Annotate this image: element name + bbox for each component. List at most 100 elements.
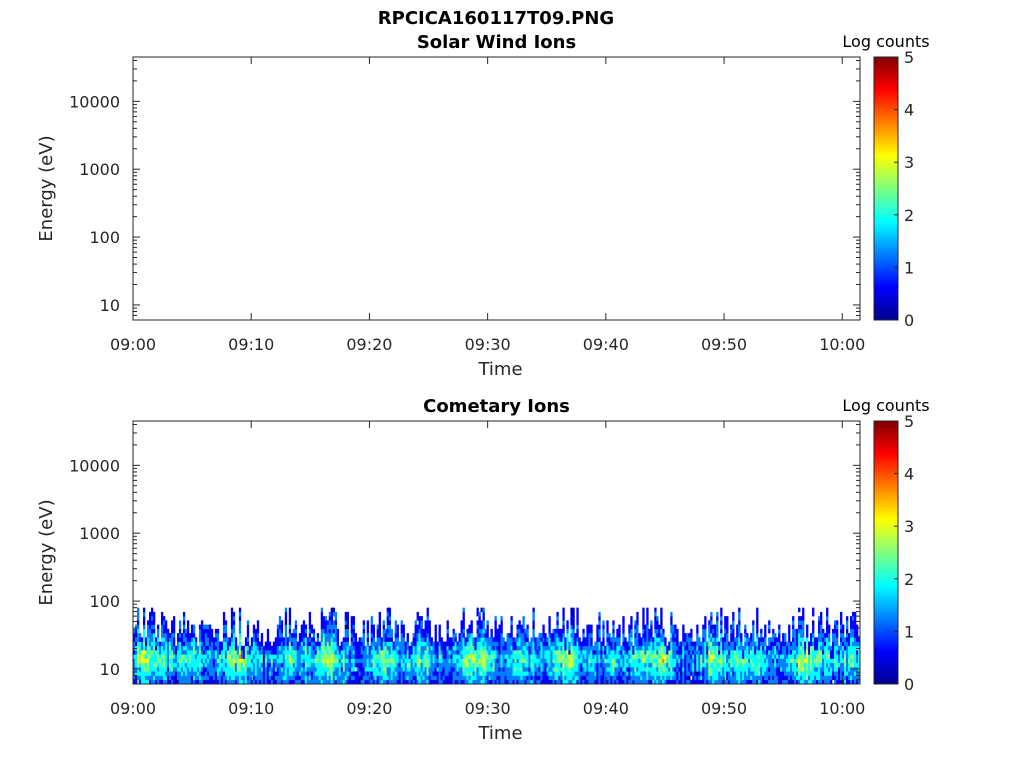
spectrogram-cell	[470, 645, 473, 651]
spectrogram-cell	[544, 641, 547, 647]
spectrogram-cell	[788, 650, 791, 655]
spectrogram-cell	[334, 658, 338, 664]
spectrogram-cell	[728, 641, 731, 647]
spectrogram-cell	[642, 645, 645, 651]
spectrogram-cell	[706, 654, 709, 659]
spectrogram-cell	[582, 637, 585, 642]
spectrogram-cell	[724, 679, 727, 685]
spectrogram-cell	[156, 675, 160, 681]
spectrogram-cell	[814, 675, 817, 681]
spectrogram-cell	[404, 675, 407, 681]
spectrogram-cell	[182, 620, 186, 625]
spectrogram-cell	[312, 637, 316, 642]
spectrogram-cell	[846, 645, 849, 651]
spectrogram-cell	[848, 633, 851, 638]
spectrogram-cell	[642, 671, 645, 676]
spectrogram-cell	[570, 667, 573, 672]
spectrogram-cell	[332, 633, 336, 638]
spectrogram-cell	[610, 641, 613, 647]
spectrogram-cell	[850, 679, 853, 685]
spectrogram-cell	[840, 650, 843, 655]
spectrogram-cell	[148, 675, 152, 681]
spectrogram-cell	[754, 671, 757, 676]
spectrogram-cell	[178, 662, 182, 668]
spectrogram-cell	[758, 637, 761, 642]
spectrogram-cell	[558, 641, 561, 647]
spectrogram-cell	[748, 650, 751, 655]
spectrogram-cell	[590, 645, 593, 651]
spectrogram-cell	[314, 667, 318, 672]
spectrogram-cell	[133, 658, 136, 664]
spectrogram-cell	[496, 650, 499, 655]
spectrogram-cell	[670, 671, 673, 676]
spectrogram-cell	[562, 607, 565, 613]
spectrogram-cell	[232, 637, 236, 642]
spectrogram-cell	[416, 679, 419, 685]
spectrogram-cell	[166, 671, 170, 676]
spectrogram-cell	[746, 654, 749, 659]
spectrogram-cell	[554, 679, 557, 685]
spectrogram-cell	[152, 654, 156, 659]
spectrogram-cell	[838, 679, 841, 685]
spectrogram-cell	[642, 616, 645, 621]
spectrogram-cell	[570, 675, 573, 681]
spectrogram-cell	[276, 645, 280, 651]
spectrogram-cell	[332, 611, 336, 617]
spectrogram-cell	[230, 675, 234, 681]
spectrogram-cell	[496, 675, 499, 681]
spectrogram-cell	[854, 645, 857, 651]
spectrogram-cell	[486, 671, 489, 676]
spectrogram-cell	[180, 658, 184, 664]
spectrogram-cell	[250, 645, 254, 651]
spectrogram-cell	[312, 679, 316, 685]
spectrogram-cell	[816, 641, 819, 647]
spectrogram-cell	[660, 667, 663, 672]
spectrogram-cell	[550, 675, 553, 681]
spectrogram-cell	[570, 607, 573, 613]
spectrogram-cell	[152, 641, 156, 647]
spectrogram-cell	[578, 675, 581, 681]
spectrogram-cell	[266, 675, 270, 681]
spectrogram-cell	[548, 650, 551, 655]
spectrogram-cell	[808, 650, 811, 655]
spectrogram-cell	[264, 662, 268, 668]
spectrogram-cell	[522, 633, 525, 638]
spectrogram-cell	[378, 624, 381, 630]
spectrogram-cell	[846, 654, 849, 659]
spectrogram-cell	[696, 628, 699, 634]
spectrogram-cell	[702, 667, 705, 672]
spectrogram-cell	[630, 658, 633, 664]
spectrogram-cell	[232, 616, 236, 621]
spectrogram-cell	[514, 645, 517, 651]
spectrogram-cell	[852, 628, 855, 634]
spectrogram-cell	[568, 679, 571, 685]
spectrogram-cell	[834, 658, 837, 664]
spectrogram-cell	[292, 641, 296, 647]
spectrogram-cell	[824, 633, 827, 638]
spectrogram-cell	[492, 637, 495, 642]
spectrogram-cell	[400, 620, 403, 625]
spectrogram-cell	[838, 654, 841, 659]
spectrogram-cell	[294, 662, 298, 668]
spectrogram-cell	[704, 628, 707, 634]
spectrogram-cell	[162, 667, 166, 672]
spectrogram-cell	[288, 620, 292, 625]
spectrogram-cell	[428, 637, 431, 642]
spectrogram-cell	[832, 637, 835, 642]
spectrogram-cell	[180, 667, 184, 672]
spectrogram-cell	[294, 679, 298, 685]
spectrogram-cell	[230, 641, 234, 647]
spectrogram-cell	[450, 671, 453, 676]
spectrogram-cell	[756, 679, 759, 685]
spectrogram-cell	[304, 671, 308, 676]
spectrogram-cell	[822, 641, 825, 647]
spectrogram-cell	[306, 662, 310, 668]
spectrogram-cell	[848, 679, 851, 685]
spectrogram-cell	[414, 675, 417, 681]
spectrogram-cell	[540, 654, 543, 659]
spectrogram-cell	[372, 624, 375, 630]
spectrogram-cell	[552, 667, 555, 672]
spectrogram-cell	[840, 645, 843, 651]
spectrogram-cell	[522, 662, 525, 668]
spectrogram-cell	[510, 654, 513, 659]
